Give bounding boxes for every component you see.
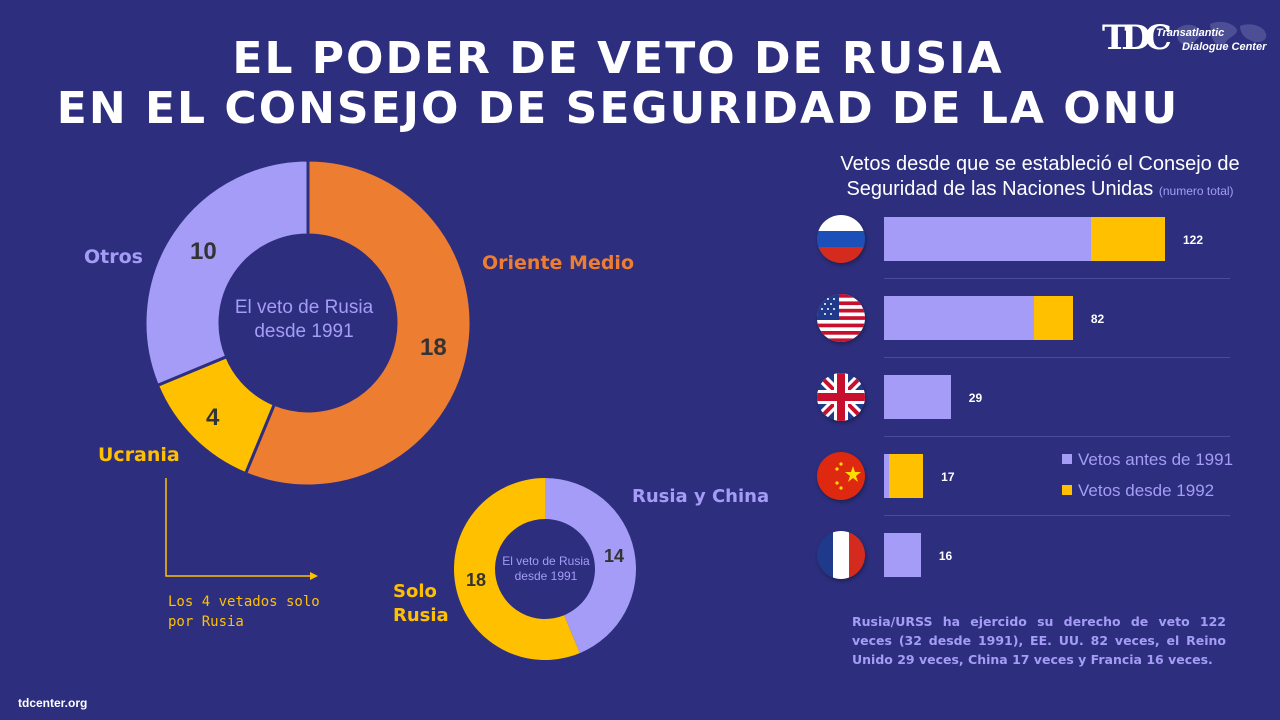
value-otros: 10	[190, 238, 217, 265]
title-line-1: EL PODER DE VETO DE RUSIA	[232, 33, 1004, 84]
label-oriente-medio: Oriente Medio	[482, 252, 634, 274]
page-title: EL PODER DE VETO DE RUSIA EN EL CONSEJO …	[0, 34, 1236, 134]
bar-usa-before-1991	[884, 296, 1034, 340]
donut-chart-russia-vetoes	[143, 158, 473, 488]
donut-chart-veto-partners	[454, 478, 636, 660]
source-url: tdcenter.org	[18, 696, 88, 710]
value-ucrania: 4	[206, 404, 220, 431]
logo-name: Transatlantic Dialogue Center	[1156, 26, 1266, 54]
china-flag-icon	[817, 452, 865, 500]
legend-swatch-lavender	[1062, 454, 1072, 464]
legend-label-before-1991: Vetos antes de 1991	[1078, 450, 1234, 469]
bar-total-china: 17	[941, 470, 955, 484]
logo-name-line-2: Dialogue Center	[1182, 41, 1267, 53]
bar-usa-since-1992	[1033, 296, 1073, 340]
tdc-logo: TDC Transatlantic Dialogue Center	[1100, 16, 1270, 62]
legend-label-since-1992: Vetos desde 1992	[1078, 481, 1215, 500]
title-line-2: EN EL CONSEJO DE SEGURIDAD DE LA ONU	[56, 83, 1180, 134]
footnote: Rusia/URSS ha ejercido su derecho de vet…	[852, 614, 1226, 667]
value-oriente-medio: 18	[420, 334, 447, 361]
bar-chart-title-text: Vetos desde que se estableció el Consejo…	[840, 153, 1240, 200]
row-separator	[884, 357, 1230, 358]
label-otros: Otros	[84, 246, 143, 268]
logo-name-line-1: Transatlantic	[1156, 27, 1225, 39]
label-solo-rusia: Solo Rusia	[393, 581, 449, 626]
slice-oriente-medio	[243, 158, 473, 488]
annotation-solo-rusia: Los 4 vetados solo por Rusia	[168, 594, 320, 630]
bar-china-before-1991	[884, 454, 889, 498]
row-separator	[884, 436, 1230, 437]
legend-swatch-yellow	[1062, 485, 1072, 495]
bar-chart-title: Vetos desde que se estableció el Consejo…	[820, 152, 1260, 204]
slice-solo-rusia	[454, 478, 580, 660]
bar-total-france: 16	[938, 549, 953, 563]
france-flag-icon	[817, 531, 865, 579]
usa-flag-icon	[817, 294, 865, 342]
bar-russia-since-1992	[1091, 217, 1165, 261]
bar-uk-before-1991	[884, 375, 951, 419]
legend-since-1992: Vetos desde 1992	[1062, 481, 1214, 501]
bar-chart-subtitle: (numero total)	[1158, 184, 1234, 198]
uk-flag-icon	[817, 373, 865, 421]
bar-france-before-1991	[884, 533, 921, 577]
bar-china-since-1992	[888, 454, 924, 498]
annotation-arrow	[165, 478, 318, 580]
donut2-center-label: El veto de Rusia desde 1991	[502, 554, 590, 583]
logo-mark: TDC	[1102, 18, 1172, 58]
value-solo-rusia: 18	[466, 570, 487, 590]
row-separator	[884, 515, 1230, 516]
bar-total-russia: 122	[1183, 233, 1204, 247]
russia-flag-icon	[817, 215, 865, 263]
label-ucrania: Ucrania	[98, 444, 180, 466]
bar-russia-before-1991	[884, 217, 1092, 261]
donut1-center-label: El veto de Rusia desde 1991	[234, 297, 374, 342]
bar-total-uk: 29	[968, 391, 983, 405]
slice-otros	[143, 158, 310, 388]
row-separator	[884, 278, 1230, 279]
legend-before-1991: Vetos antes de 1991	[1062, 450, 1233, 470]
label-rusia-y-china: Rusia y China	[632, 486, 770, 507]
world-map-icon	[1176, 21, 1267, 49]
value-rusia-y-china: 14	[604, 546, 625, 566]
bar-total-usa: 82	[1090, 312, 1105, 326]
slice-rusia-y-china	[545, 478, 636, 654]
